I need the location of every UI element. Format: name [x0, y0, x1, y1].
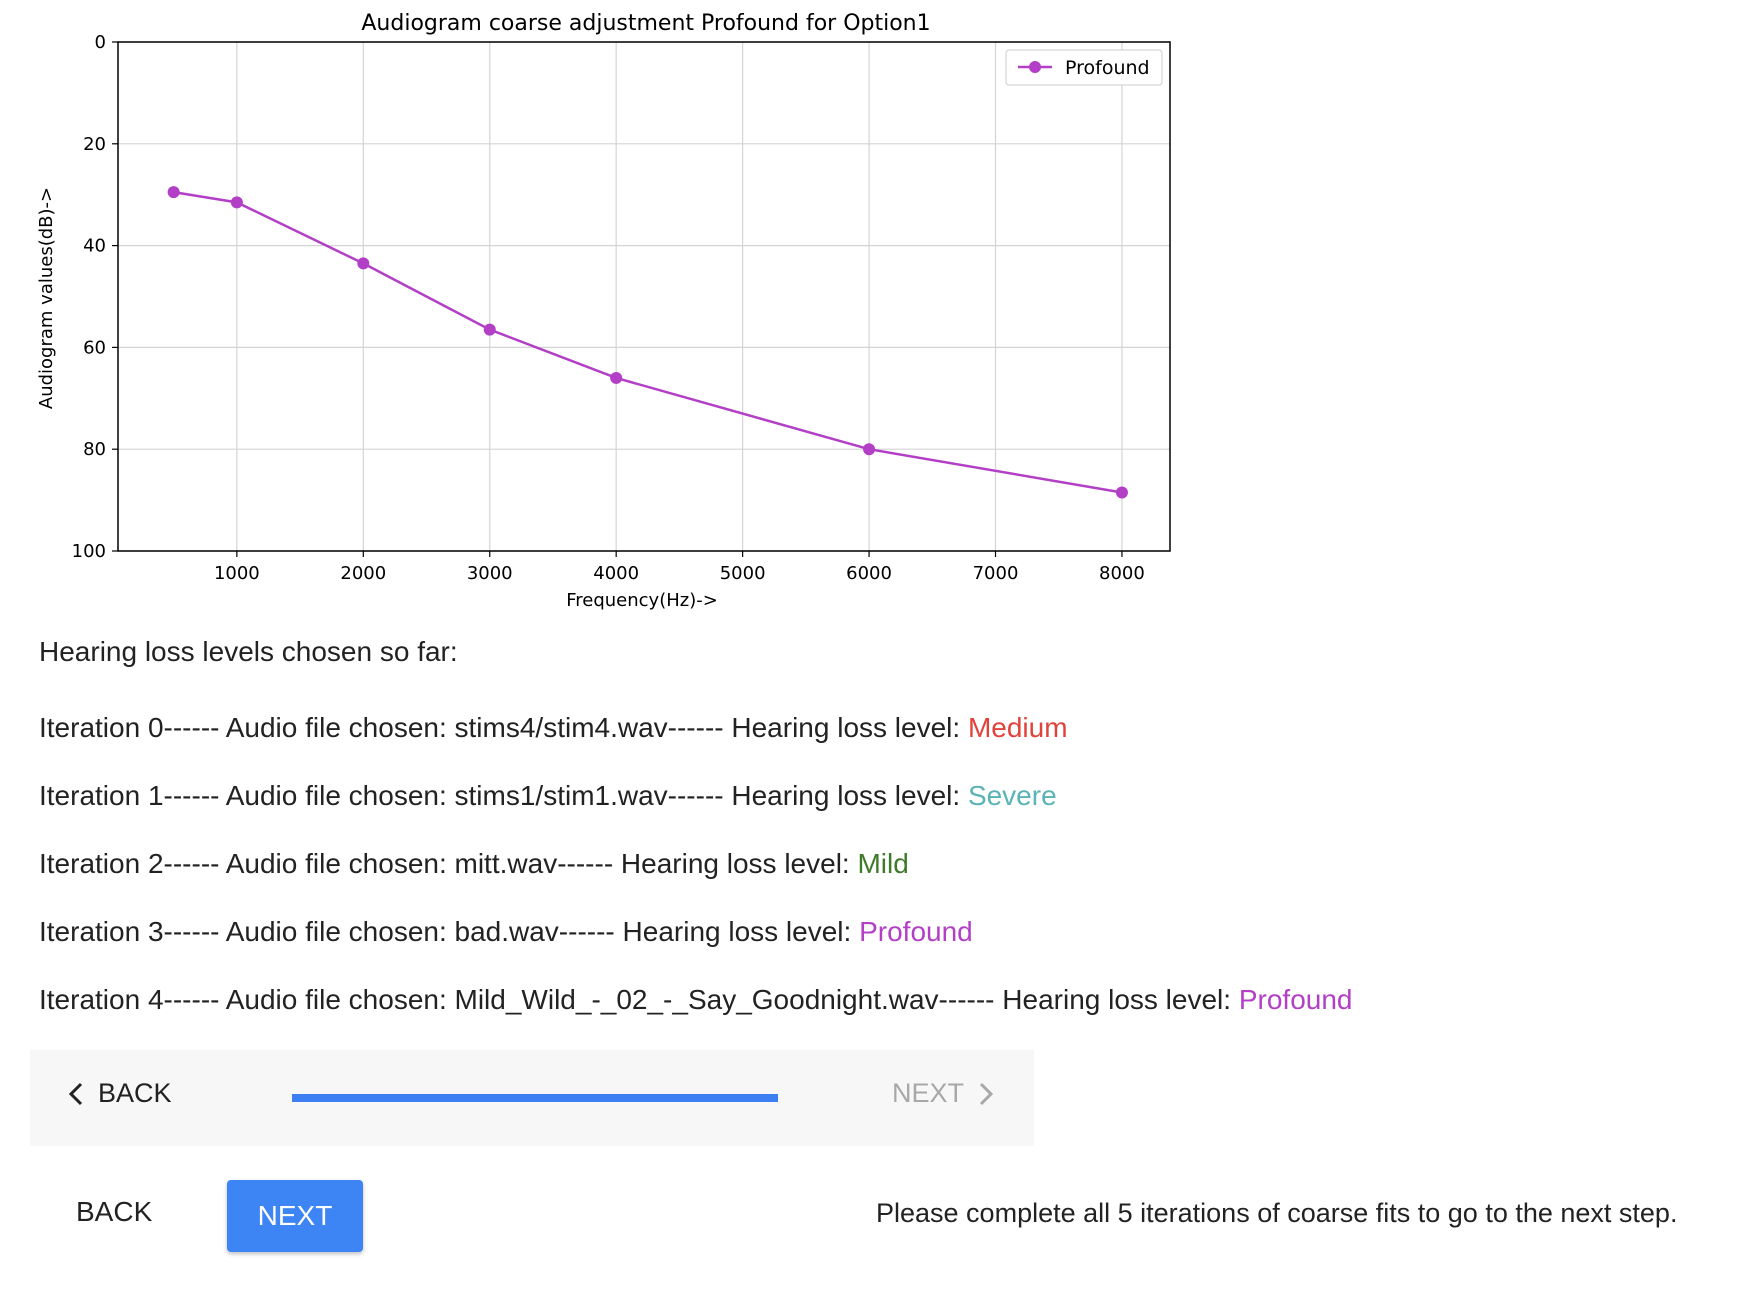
- y-tick-label: 100: [72, 541, 106, 562]
- legend-entry: Profound: [1065, 57, 1150, 79]
- mobile-stepper: BACK NEXT: [30, 1050, 1034, 1146]
- iteration-row-1: Iteration 1------ Audio file chosen: sti…: [39, 778, 1639, 814]
- audiogram-chart: Audiogram coarse adjustment Profound for…: [36, 11, 1171, 611]
- x-tick-label: 8000: [1099, 563, 1145, 584]
- data-point: [1115, 486, 1128, 499]
- iteration-row-4: Iteration 4------ Audio file chosen: Mil…: [39, 982, 1639, 1018]
- stepper-progress-bar: [292, 1094, 778, 1102]
- level-profound: Profound: [1238, 984, 1353, 1015]
- data-point: [167, 186, 180, 199]
- chevron-left-icon: [68, 1082, 83, 1105]
- level-medium: Medium: [967, 712, 1068, 743]
- stepper-back-button[interactable]: BACK: [68, 1078, 172, 1109]
- y-axis-label: Audiogram values(dB)->: [36, 187, 57, 409]
- stepper-progress-fill: [292, 1094, 778, 1102]
- iteration-text: Iteration 2------ Audio file chosen: mit…: [39, 848, 858, 879]
- summary-heading: Hearing loss levels chosen so far:: [39, 636, 458, 667]
- x-axis-ticks: 1000 2000 3000 4000 5000 6000 7000 8000: [214, 551, 1145, 584]
- x-tick-label: 5000: [720, 563, 766, 584]
- data-point: [863, 443, 876, 456]
- level-profound: Profound: [859, 916, 973, 947]
- plot-frame: [117, 41, 1171, 552]
- chevron-right-icon: [979, 1082, 994, 1105]
- legend-box: [1005, 49, 1163, 86]
- y-tick-label: 20: [83, 134, 106, 155]
- level-mild: Mild: [857, 848, 909, 879]
- x-tick-label: 6000: [846, 563, 892, 584]
- stepper-next-button[interactable]: NEXT: [892, 1078, 994, 1109]
- data-point: [230, 196, 243, 209]
- x-tick-label: 4000: [593, 563, 639, 584]
- back-button[interactable]: BACK: [76, 1196, 153, 1227]
- y-tick-label: 40: [83, 236, 106, 257]
- stepper-back-label: BACK: [98, 1078, 172, 1108]
- x-tick-label: 7000: [973, 563, 1019, 584]
- y-tick-label: 60: [83, 337, 106, 358]
- y-axis-ticks: 0 20 40 60 80 100: [72, 32, 118, 562]
- iteration-text: Iteration 4------ Audio file chosen: Mil…: [39, 984, 1239, 1015]
- hearing-loss-summary: Hearing loss levels chosen so far: Itera…: [39, 634, 1639, 1050]
- iteration-row-3: Iteration 3------ Audio file chosen: bad…: [39, 914, 1639, 950]
- next-button[interactable]: NEXT: [227, 1180, 363, 1252]
- x-tick-label: 1000: [214, 563, 260, 584]
- completion-hint: Please complete all 5 iterations of coar…: [876, 1198, 1678, 1228]
- series-line-profound: [173, 190, 1123, 494]
- chart-series: [167, 186, 1128, 499]
- chart-title: Audiogram coarse adjustment Profound for…: [361, 11, 930, 36]
- iteration-row-2: Iteration 2------ Audio file chosen: mit…: [39, 846, 1639, 882]
- x-tick-label: 3000: [467, 563, 513, 584]
- iteration-text: Iteration 3------ Audio file chosen: bad…: [39, 916, 860, 947]
- iteration-row-0: Iteration 0------ Audio file chosen: sti…: [39, 710, 1639, 746]
- y-tick-label: 80: [83, 439, 106, 460]
- y-tick-label: 0: [95, 32, 106, 53]
- data-point: [610, 371, 623, 384]
- stepper-next-label: NEXT: [892, 1078, 965, 1108]
- level-severe: Severe: [967, 780, 1057, 811]
- data-point: [483, 323, 496, 336]
- x-tick-label: 2000: [340, 563, 386, 584]
- data-point: [357, 257, 370, 270]
- iteration-text: Iteration 1------ Audio file chosen: sti…: [39, 780, 968, 811]
- x-axis-label: Frequency(Hz)->: [566, 590, 718, 611]
- legend-marker: [1029, 61, 1041, 73]
- iteration-text: Iteration 0------ Audio file chosen: sti…: [39, 712, 968, 743]
- chart-legend: Profound: [1005, 49, 1163, 86]
